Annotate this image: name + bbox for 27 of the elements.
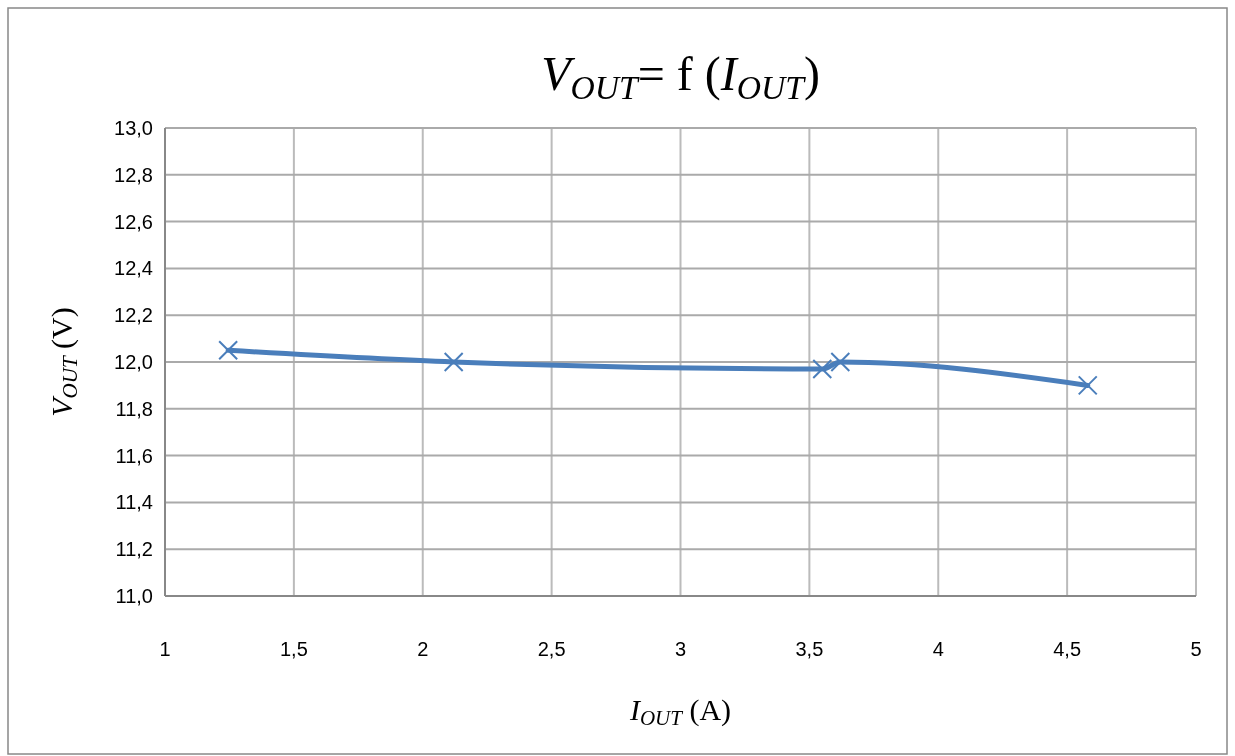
y-tick-label: 12,2 bbox=[114, 304, 153, 327]
y-tick-label: 12,6 bbox=[114, 210, 153, 233]
x-tick-label: 4 bbox=[932, 638, 944, 660]
point bbox=[830, 352, 851, 372]
point bbox=[218, 340, 239, 361]
x-tick-label: 4,5 bbox=[1053, 638, 1082, 660]
y-tick-label: 11,0 bbox=[115, 585, 153, 607]
y-tick-label: 11,4 bbox=[115, 491, 153, 514]
y-tick-label: 12,8 bbox=[114, 163, 153, 186]
y-tick-label: 11,6 bbox=[115, 444, 153, 467]
x-tick-label: 3,5 bbox=[795, 638, 824, 660]
point bbox=[443, 352, 464, 372]
point bbox=[812, 359, 833, 380]
chart-title: V$_{OUT}$= f (I$_{OUT}$) bbox=[541, 47, 820, 106]
y-tick-label: 11,8 bbox=[115, 397, 153, 420]
x-tick-label: 2 bbox=[417, 638, 429, 660]
y-tick-label: 12,4 bbox=[114, 257, 153, 280]
x-tick-label: 3 bbox=[674, 638, 687, 660]
y-tick-label: 13,0 bbox=[114, 117, 153, 139]
point bbox=[1077, 375, 1098, 396]
x-tick-label: 1,5 bbox=[279, 638, 308, 660]
x-tick-label: 1 bbox=[159, 638, 171, 660]
x-tick-label: 5 bbox=[1190, 638, 1202, 660]
y-tick-label: 12,0 bbox=[114, 351, 153, 373]
x-tick-label: 2,5 bbox=[537, 638, 566, 660]
x-axis-title: I$_{OUT}$ (A) bbox=[628, 693, 732, 731]
y-tick-label: 11,2 bbox=[115, 538, 153, 561]
